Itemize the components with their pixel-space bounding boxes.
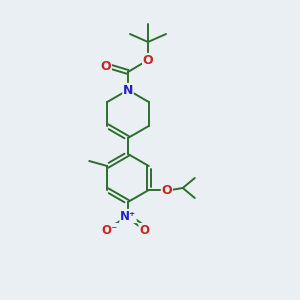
Text: O: O [101,59,111,73]
Text: O: O [139,224,149,236]
Text: O: O [161,184,172,196]
Text: O⁻: O⁻ [102,224,118,236]
Text: O: O [143,53,153,67]
Text: N⁺: N⁺ [120,209,136,223]
Text: N: N [123,83,133,97]
